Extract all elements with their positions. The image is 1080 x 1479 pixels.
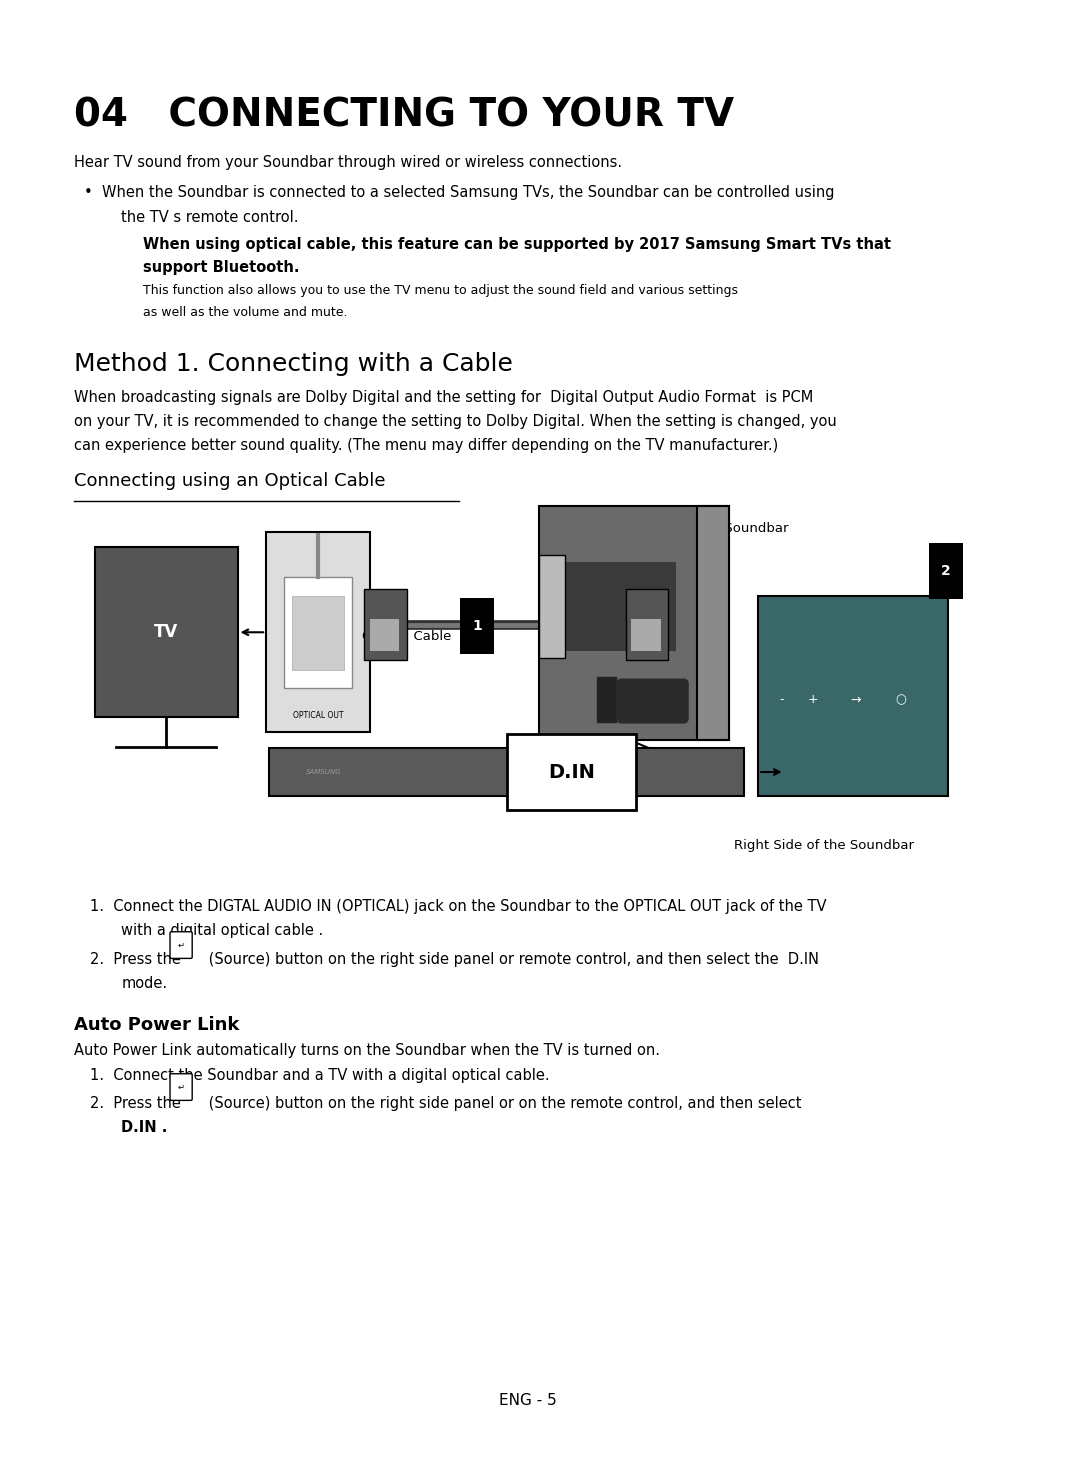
FancyBboxPatch shape	[697, 506, 729, 740]
FancyBboxPatch shape	[544, 562, 676, 651]
Text: 1.  Connect the Soundbar and a TV with a digital optical cable.: 1. Connect the Soundbar and a TV with a …	[90, 1068, 550, 1083]
Text: Auto Power Link: Auto Power Link	[73, 1016, 240, 1034]
FancyBboxPatch shape	[539, 506, 729, 740]
Text: 2.  Press the      (Source) button on the right side panel or on the remote cont: 2. Press the (Source) button on the righ…	[90, 1096, 801, 1111]
FancyBboxPatch shape	[266, 532, 369, 732]
Text: with a digital optical cable .: with a digital optical cable .	[121, 923, 324, 938]
FancyBboxPatch shape	[632, 618, 661, 651]
FancyBboxPatch shape	[269, 748, 744, 796]
FancyBboxPatch shape	[758, 596, 948, 796]
Text: ENG - 5: ENG - 5	[499, 1393, 557, 1408]
FancyBboxPatch shape	[292, 596, 343, 670]
Text: on your TV, it is recommended to change the setting to Dolby Digital. When the s: on your TV, it is recommended to change …	[73, 414, 837, 429]
Text: OPTICAL OUT: OPTICAL OUT	[293, 711, 343, 720]
Text: support Bluetooth.: support Bluetooth.	[143, 260, 299, 275]
FancyBboxPatch shape	[617, 679, 689, 723]
Text: mode.: mode.	[121, 976, 167, 991]
Text: the TV s remote control.: the TV s remote control.	[121, 210, 299, 225]
FancyBboxPatch shape	[507, 734, 636, 810]
Text: When using optical cable, this feature can be supported by 2017 Samsung Smart TV: When using optical cable, this feature c…	[143, 237, 891, 251]
Text: →: →	[850, 694, 861, 707]
Text: TV: TV	[154, 623, 178, 642]
Text: -: -	[779, 694, 784, 707]
Text: D.IN: D.IN	[548, 763, 595, 781]
Text: 04   CONNECTING TO YOUR TV: 04 CONNECTING TO YOUR TV	[73, 96, 734, 135]
Text: •  When the Soundbar is connected to a selected Samsung TVs, the Soundbar can be: • When the Soundbar is connected to a se…	[84, 185, 835, 200]
FancyBboxPatch shape	[170, 932, 192, 958]
FancyBboxPatch shape	[460, 598, 495, 654]
Text: 1: 1	[472, 620, 482, 633]
FancyBboxPatch shape	[539, 555, 565, 658]
Text: Hear TV sound from your Soundbar through wired or wireless connections.: Hear TV sound from your Soundbar through…	[73, 155, 622, 170]
FancyBboxPatch shape	[626, 589, 669, 660]
FancyBboxPatch shape	[929, 543, 963, 599]
FancyBboxPatch shape	[170, 1074, 192, 1100]
Text: can experience better sound quality. (The menu may differ depending on the TV ma: can experience better sound quality. (Th…	[73, 438, 779, 453]
FancyBboxPatch shape	[95, 547, 238, 717]
Text: 1.  Connect the DIGTAL AUDIO IN (OPTICAL) jack on the Soundbar to the OPTICAL OU: 1. Connect the DIGTAL AUDIO IN (OPTICAL)…	[90, 899, 826, 914]
Text: ↵: ↵	[177, 941, 185, 950]
Text: ↵: ↵	[177, 1083, 185, 1092]
Text: Method 1. Connecting with a Cable: Method 1. Connecting with a Cable	[73, 352, 513, 376]
Text: 2: 2	[942, 563, 951, 578]
Text: This function also allows you to use the TV menu to adjust the sound field and v: This function also allows you to use the…	[143, 284, 738, 297]
Text: ○: ○	[895, 694, 906, 707]
FancyBboxPatch shape	[369, 618, 400, 651]
Text: 2.  Press the      (Source) button on the right side panel or remote control, an: 2. Press the (Source) button on the righ…	[90, 952, 819, 967]
Text: Connecting using an Optical Cable: Connecting using an Optical Cable	[73, 472, 386, 490]
Text: Bottom of the Soundbar: Bottom of the Soundbar	[629, 522, 788, 535]
Text: Auto Power Link automatically turns on the Soundbar when the TV is turned on.: Auto Power Link automatically turns on t…	[73, 1043, 660, 1057]
Text: Right Side of the Soundbar: Right Side of the Soundbar	[734, 839, 914, 852]
FancyBboxPatch shape	[284, 577, 352, 688]
Text: +: +	[808, 694, 819, 707]
Text: D.IN .: D.IN .	[121, 1120, 167, 1134]
Text: When broadcasting signals are Dolby Digital and the setting for  Digital Output : When broadcasting signals are Dolby Digi…	[73, 390, 813, 405]
Text: SAMSUNG: SAMSUNG	[307, 769, 341, 775]
FancyBboxPatch shape	[364, 589, 406, 660]
FancyBboxPatch shape	[596, 677, 616, 722]
Text: as well as the volume and mute.: as well as the volume and mute.	[143, 306, 347, 319]
Text: Optical Cable: Optical Cable	[362, 630, 451, 643]
